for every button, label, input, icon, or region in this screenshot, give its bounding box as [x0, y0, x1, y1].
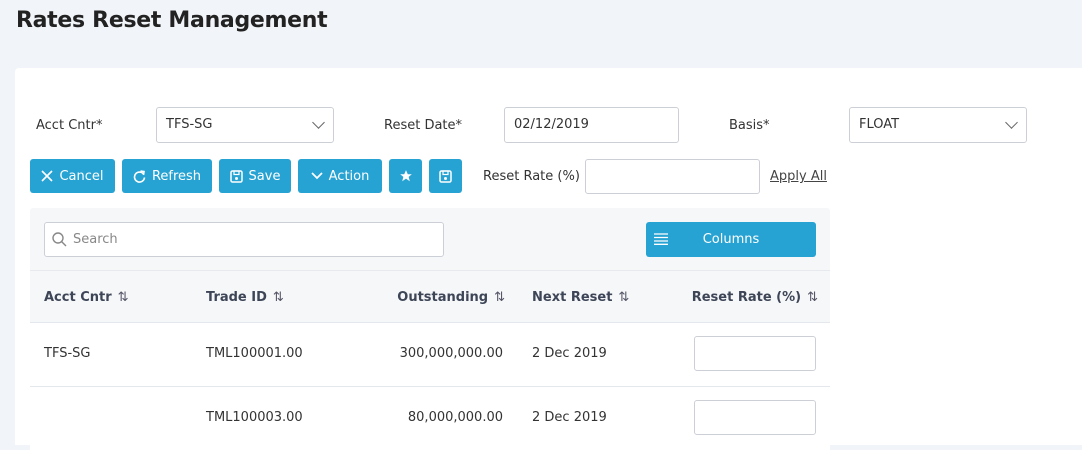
- cell-outstanding: 80,000,000.00: [407, 410, 503, 425]
- save-icon: [439, 169, 452, 183]
- refresh-label: Refresh: [151, 168, 202, 184]
- action-button[interactable]: Action: [298, 159, 382, 193]
- refresh-button[interactable]: Refresh: [122, 159, 212, 193]
- header-label: Reset Rate (%): [691, 290, 802, 305]
- list-icon: [654, 233, 668, 245]
- acct-cntr-select[interactable]: TFS-SG: [156, 107, 334, 143]
- cell-reset-rate-input[interactable]: [694, 336, 816, 371]
- cell-trade-id: TML100003.00: [206, 410, 303, 425]
- apply-all-link[interactable]: Apply All: [770, 169, 827, 184]
- reset-date-label: Reset Date*: [384, 118, 463, 133]
- header-next-reset[interactable]: Next Reset ⇅: [532, 290, 629, 305]
- sort-icon: ⇅: [494, 290, 505, 305]
- reset-rate-input[interactable]: [585, 159, 760, 194]
- header-reset-rate[interactable]: Reset Rate (%) ⇅: [692, 290, 818, 305]
- star-icon: [399, 170, 412, 182]
- search-placeholder: Search: [73, 232, 118, 247]
- acct-cntr-value: TFS-SG: [166, 117, 213, 132]
- header-trade-id[interactable]: Trade ID ⇅: [206, 290, 284, 305]
- cancel-button[interactable]: Cancel: [30, 159, 115, 193]
- sort-icon: ⇅: [807, 290, 818, 305]
- reset-date-input[interactable]: 02/12/2019: [504, 107, 679, 143]
- cell-trade-id: TML100001.00: [206, 346, 303, 361]
- chevron-down-icon: [312, 116, 325, 129]
- close-icon: [41, 170, 54, 182]
- reset-date-value: 02/12/2019: [514, 117, 589, 132]
- save-icon: [229, 169, 243, 183]
- header-label: Next Reset: [532, 290, 613, 305]
- save-button[interactable]: Save: [219, 159, 291, 193]
- columns-button[interactable]: Columns: [646, 222, 816, 257]
- cell-next-reset: 2 Dec 2019: [532, 410, 607, 425]
- basis-select[interactable]: FLOAT: [849, 107, 1027, 143]
- save-view-button[interactable]: [429, 159, 462, 193]
- basis-value: FLOAT: [859, 117, 900, 132]
- sort-icon: ⇅: [117, 290, 129, 305]
- page-title: Rates Reset Management: [16, 8, 328, 33]
- header-label: Acct Cntr: [44, 290, 112, 305]
- columns-label: Columns: [702, 232, 760, 247]
- chevron-down-icon: [1005, 116, 1018, 129]
- sort-icon: ⇅: [272, 290, 284, 305]
- basis-label: Basis*: [729, 118, 770, 133]
- header-outstanding[interactable]: Outstanding ⇅: [397, 290, 505, 305]
- search-input[interactable]: Search: [44, 222, 444, 257]
- cell-acct-cntr: TFS-SG: [44, 346, 91, 361]
- header-label: Outstanding: [397, 290, 489, 305]
- favorite-button[interactable]: [389, 159, 422, 193]
- sort-icon: ⇅: [618, 290, 630, 305]
- save-label: Save: [248, 168, 281, 184]
- cell-reset-rate-input[interactable]: [694, 400, 816, 435]
- action-label: Action: [328, 168, 370, 184]
- divider: [30, 270, 830, 271]
- cell-next-reset: 2 Dec 2019: [532, 346, 607, 361]
- reset-rate-label: Reset Rate (%): [483, 169, 580, 184]
- refresh-icon: [133, 169, 146, 183]
- acct-cntr-label: Acct Cntr*: [36, 118, 103, 133]
- cell-outstanding: 300,000,000.00: [399, 346, 503, 361]
- header-acct-cntr[interactable]: Acct Cntr ⇅: [44, 290, 129, 305]
- header-label: Trade ID: [206, 290, 267, 305]
- chevron-down-icon: [311, 172, 323, 180]
- cancel-label: Cancel: [59, 168, 104, 184]
- search-icon: [52, 232, 67, 247]
